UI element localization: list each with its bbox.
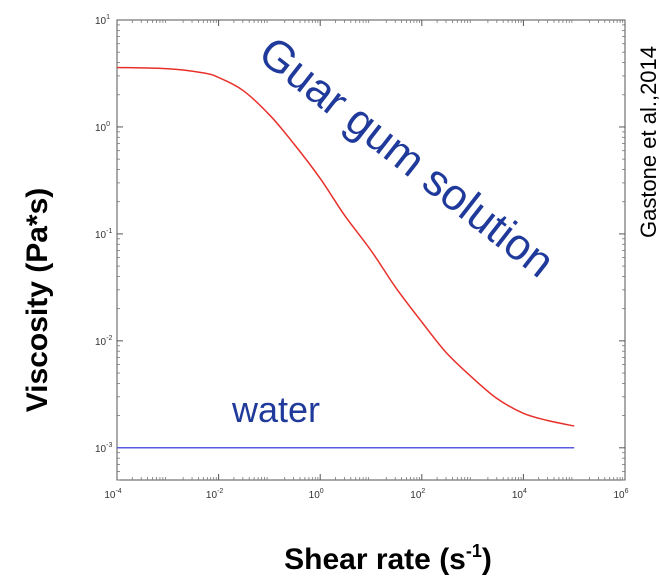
x-tick-exp: 4 bbox=[523, 488, 527, 495]
y-tick-label: 10-2 bbox=[95, 335, 112, 348]
y-tick-label: 100 bbox=[95, 121, 110, 134]
x-tick-label: 102 bbox=[410, 488, 425, 501]
y-tick-exp: -1 bbox=[106, 228, 112, 235]
y-tick-base: 10 bbox=[95, 16, 107, 27]
x-tick-base: 10 bbox=[512, 490, 524, 501]
series-line-guar-gum bbox=[116, 66, 575, 427]
x-axis-label-end: ) bbox=[482, 543, 492, 576]
x-tick-label: 104 bbox=[512, 488, 527, 501]
y-tick-exp: -2 bbox=[106, 335, 112, 342]
x-tick-exp: -4 bbox=[115, 488, 121, 495]
citation: Gastone et al.,2014 bbox=[636, 46, 660, 238]
y-tick-exp: -3 bbox=[106, 442, 112, 449]
x-tick-base: 10 bbox=[309, 490, 321, 501]
annotation-water: water bbox=[231, 389, 320, 430]
x-tick-exp: 0 bbox=[320, 488, 324, 495]
x-tick-label: 10-2 bbox=[206, 488, 223, 501]
y-tick-base: 10 bbox=[95, 230, 107, 241]
y-tick-label: 10-1 bbox=[95, 228, 112, 241]
x-tick-label: 106 bbox=[613, 488, 628, 501]
y-tick-base: 10 bbox=[95, 444, 107, 455]
x-tick-label: 10-4 bbox=[104, 488, 121, 501]
x-axis-label-sup: -1 bbox=[466, 541, 482, 561]
x-tick-base: 10 bbox=[613, 490, 625, 501]
x-axis-label: Shear rate (s-1) bbox=[284, 541, 492, 576]
x-tick-exp: -2 bbox=[217, 488, 223, 495]
y-tick-label: 101 bbox=[95, 14, 110, 27]
x-tick-base: 10 bbox=[104, 490, 116, 501]
x-tick-base: 10 bbox=[410, 490, 422, 501]
x-tick-exp: 2 bbox=[421, 488, 425, 495]
y-axis-label: Viscosity (Pa*s) bbox=[21, 188, 54, 413]
y-tick-exp: 0 bbox=[106, 121, 110, 128]
x-tick-exp: 6 bbox=[625, 488, 629, 495]
series-layer bbox=[116, 66, 575, 449]
y-tick-exp: 1 bbox=[106, 14, 110, 21]
x-axis-label-main: Shear rate (s bbox=[284, 543, 466, 576]
y-tick-base: 10 bbox=[95, 123, 107, 134]
x-tick-label: 100 bbox=[309, 488, 324, 501]
x-tick-base: 10 bbox=[206, 490, 218, 501]
y-tick-label: 10-3 bbox=[95, 442, 112, 455]
y-tick-base: 10 bbox=[95, 337, 107, 348]
